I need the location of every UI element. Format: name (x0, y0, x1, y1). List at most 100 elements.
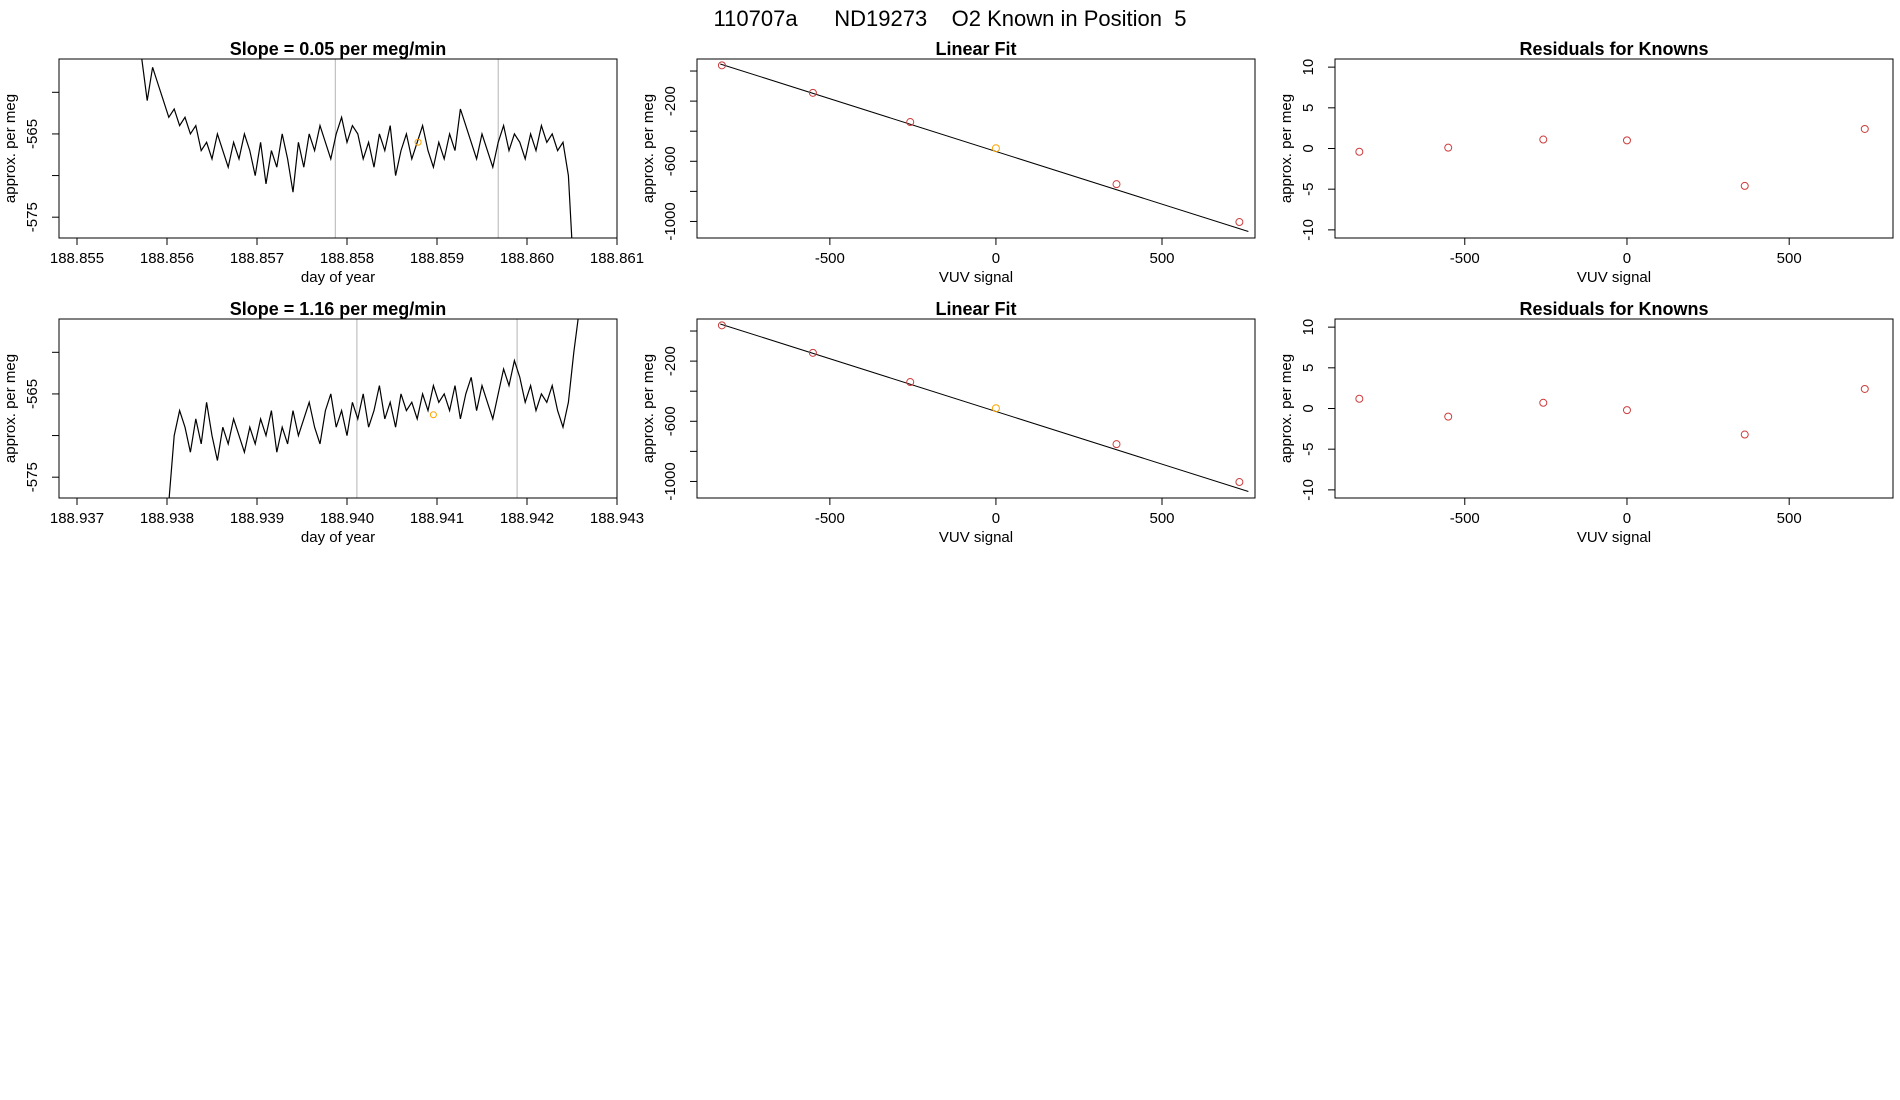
panel-title: Linear Fit (935, 39, 1016, 59)
plot-area (717, 61, 1249, 233)
x-tick-label: 500 (1149, 510, 1174, 527)
x-tick-label: 188.857 (230, 250, 284, 267)
known-point (906, 118, 915, 127)
known-point (1740, 430, 1749, 439)
y-tick-label: 5 (1300, 364, 1317, 372)
sample-point (991, 404, 1000, 413)
y-tick-label: -200 (662, 86, 679, 116)
y-tick-label: -600 (662, 406, 679, 436)
plot-frame (696, 58, 1256, 239)
plot-frame (58, 318, 618, 499)
known-point (808, 88, 817, 97)
y-axis-label: approx. per meg (640, 94, 657, 203)
x-axis-label: VUV signal (939, 269, 1013, 286)
x-tick-label: 0 (992, 510, 1000, 527)
x-tick-label: 0 (992, 250, 1000, 267)
y-axis-label: approx. per meg (2, 94, 19, 203)
known-point (1539, 135, 1548, 144)
known-point (717, 61, 726, 70)
panels: Slope = 0.05 per meg/min 188.855 188.856 18… (2, 39, 1894, 546)
y-tick-label: -5 (1300, 443, 1317, 456)
fit-line (720, 323, 1249, 493)
known-point (1235, 478, 1244, 487)
known-point (1622, 406, 1631, 415)
x-tick-label: 188.861 (590, 250, 644, 267)
known-point (1444, 143, 1453, 152)
panel-title: Linear Fit (935, 299, 1016, 319)
y-axis-label: approx. per meg (2, 354, 19, 463)
x-axis-label: day of year (301, 269, 375, 286)
panel-4: Slope = 1.16 per meg/min 188.937 188.938 18… (2, 299, 644, 546)
y-tick-label: 0 (1300, 144, 1317, 152)
x-tick-label: 188.856 (140, 250, 194, 267)
x-tick-label: 500 (1777, 510, 1802, 527)
y-tick-label: -565 (24, 119, 41, 149)
plot-area (1355, 384, 1869, 439)
x-tick-label: 188.943 (590, 510, 644, 527)
y-tick-label: -1000 (662, 462, 679, 500)
panel-title: Slope = 1.16 per meg/min (230, 299, 447, 319)
x-tick-label: 188.937 (50, 510, 104, 527)
highlight-point (414, 138, 422, 146)
known-point (1235, 218, 1244, 227)
y-tick-label: -5 (1300, 183, 1317, 196)
x-axis-label: VUV signal (1577, 529, 1651, 546)
x-tick-label: -500 (1450, 510, 1480, 527)
panel-5: Linear Fit -500 0 500 -1000 -600 -200 VUV signa… (640, 299, 1256, 546)
y-axis-label: approx. per meg (640, 354, 657, 463)
panel-title: Residuals for Knowns (1519, 39, 1708, 59)
known-point (1622, 136, 1631, 145)
y-tick-label: 10 (1300, 319, 1317, 336)
y-tick-label: -600 (662, 146, 679, 176)
panel-title: Residuals for Knowns (1519, 299, 1708, 319)
x-tick-label: -500 (815, 510, 845, 527)
x-tick-label: 188.941 (410, 510, 464, 527)
x-tick-label: -500 (1450, 250, 1480, 267)
known-point (1860, 384, 1869, 393)
y-tick-label: -1000 (662, 202, 679, 240)
figure-title: 110707a ND19273 O2 Known in Position 5 (714, 6, 1187, 31)
plot-frame (58, 58, 618, 239)
x-tick-label: 500 (1149, 250, 1174, 267)
x-axis-label: VUV signal (1577, 269, 1651, 286)
known-point (717, 321, 726, 330)
y-axis-label: approx. per meg (1278, 354, 1295, 463)
known-point (1355, 147, 1364, 156)
highlight-point (429, 411, 437, 419)
panel-1: Slope = 0.05 per meg/min 188.855 188.856 18… (2, 39, 644, 286)
plot-area (717, 321, 1249, 493)
series-line (168, 319, 579, 498)
known-point (1112, 180, 1121, 189)
y-tick-label: 5 (1300, 104, 1317, 112)
x-tick-label: 188.858 (320, 250, 374, 267)
x-axis-label: VUV signal (939, 529, 1013, 546)
known-point (1740, 181, 1749, 190)
plot-area (168, 319, 579, 498)
fit-line (720, 63, 1249, 233)
y-tick-label: -575 (24, 202, 41, 232)
x-axis-label: day of year (301, 529, 375, 546)
sample-point (991, 144, 1000, 153)
x-tick-label: 188.938 (140, 510, 194, 527)
y-tick-label: 0 (1300, 404, 1317, 412)
y-tick-label: -10 (1300, 479, 1317, 501)
x-tick-label: 188.860 (500, 250, 554, 267)
plot-frame (696, 318, 1256, 499)
x-tick-label: 188.942 (500, 510, 554, 527)
x-tick-label: 188.859 (410, 250, 464, 267)
y-tick-label: -575 (24, 462, 41, 492)
y-tick-label: -10 (1300, 219, 1317, 241)
x-tick-label: -500 (815, 250, 845, 267)
known-point (906, 378, 915, 387)
known-point (1444, 412, 1453, 421)
plot-frame (1334, 318, 1894, 499)
known-point (1355, 394, 1364, 403)
panel-3: Residuals for Knowns -500 0 500 -10 -5 0 5 10 VUV… (1278, 39, 1894, 286)
known-point (808, 348, 817, 357)
panel-title: Slope = 0.05 per meg/min (230, 39, 447, 59)
y-axis-label: approx. per meg (1278, 94, 1295, 203)
known-point (1539, 398, 1548, 407)
plot-frame (1334, 58, 1894, 239)
x-tick-label: 0 (1623, 510, 1631, 527)
